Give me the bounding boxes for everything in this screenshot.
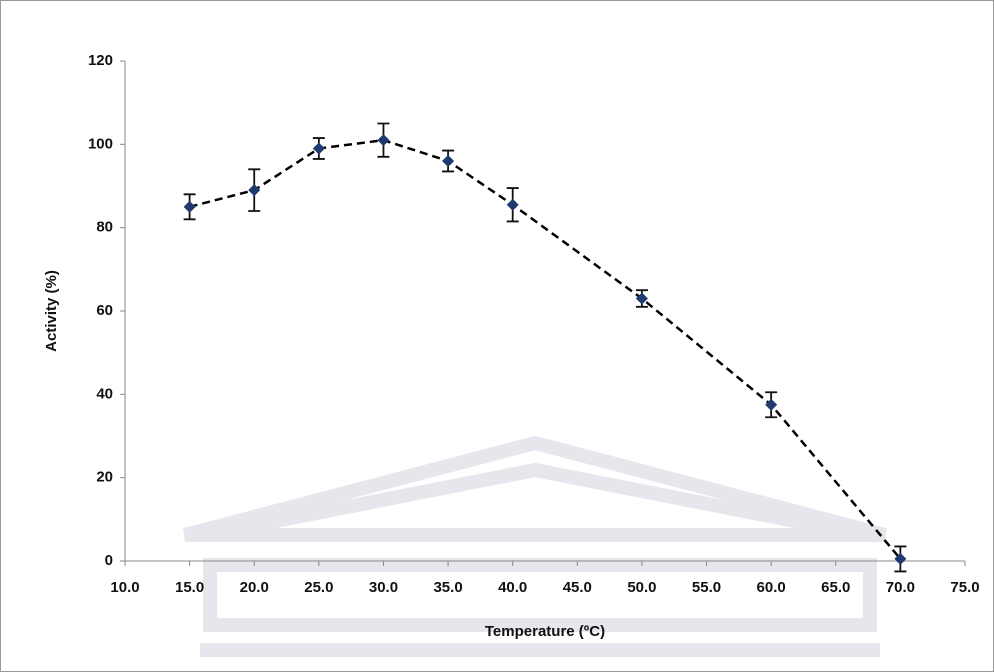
y-tick-label: 60 — [96, 302, 113, 319]
x-tick-label: 30.0 — [369, 579, 398, 596]
data-point — [183, 200, 196, 213]
y-tick-label: 80 — [96, 219, 113, 236]
y-tick-label: 40 — [96, 385, 113, 402]
x-tick-label: 75.0 — [950, 579, 979, 596]
x-tick-label: 25.0 — [304, 579, 333, 596]
y-tick-label: 0 — [105, 552, 113, 569]
x-axis-label: Temperature (ºC) — [485, 623, 605, 640]
x-tick-label: 60.0 — [757, 579, 786, 596]
data-point — [377, 134, 390, 147]
x-tick-label: 40.0 — [498, 579, 527, 596]
y-tick-label: 120 — [88, 52, 113, 69]
x-tick-label: 70.0 — [886, 579, 915, 596]
x-tick-label: 10.0 — [110, 579, 139, 596]
data-point — [894, 552, 907, 565]
x-tick-label: 65.0 — [821, 579, 850, 596]
data-point — [765, 398, 778, 411]
data-point — [312, 142, 325, 155]
x-tick-label: 20.0 — [240, 579, 269, 596]
x-tick-label: 55.0 — [692, 579, 721, 596]
y-tick-label: 20 — [96, 469, 113, 486]
x-tick-label: 45.0 — [563, 579, 592, 596]
x-tick-label: 15.0 — [175, 579, 204, 596]
x-tick-label: 35.0 — [433, 579, 462, 596]
y-tick-label: 100 — [88, 135, 113, 152]
data-point — [506, 198, 519, 211]
x-tick-label: 50.0 — [627, 579, 656, 596]
data-point — [635, 292, 648, 305]
data-point — [442, 155, 455, 167]
data-point — [248, 184, 261, 197]
y-axis-label: Activity (%) — [43, 270, 60, 352]
watermark — [183, 435, 887, 657]
